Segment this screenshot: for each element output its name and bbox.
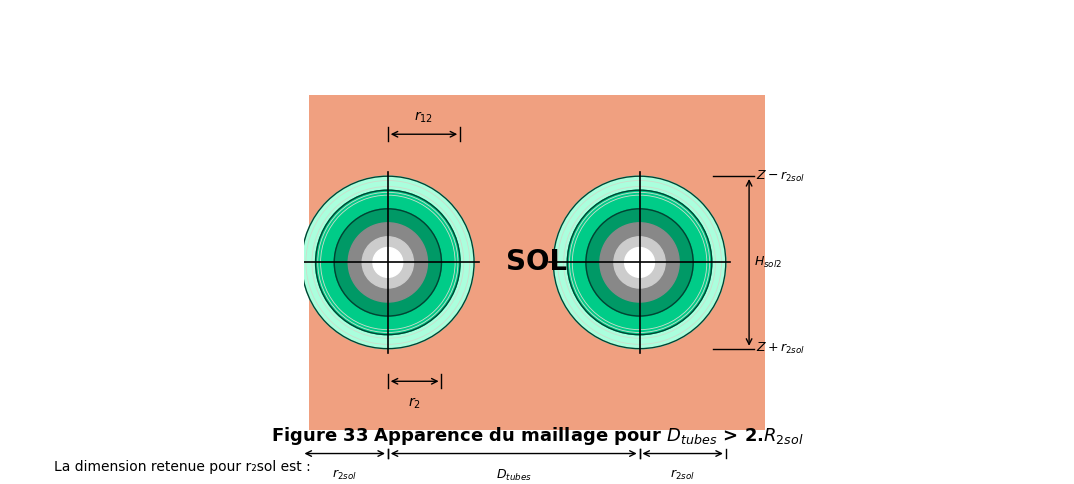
- Text: $r_{2sol}$: $r_{2sol}$: [670, 468, 695, 482]
- FancyBboxPatch shape: [308, 94, 766, 430]
- Circle shape: [586, 209, 693, 316]
- Text: $D_{tubes}$: $D_{tubes}$: [496, 468, 532, 483]
- Text: SOL: SOL: [507, 248, 567, 276]
- Text: La dimension retenue pour r₂sol est :: La dimension retenue pour r₂sol est :: [54, 460, 310, 474]
- Text: $H_{sol2}$: $H_{sol2}$: [754, 255, 782, 270]
- Text: $Z - r_{2sol}$: $Z - r_{2sol}$: [756, 168, 806, 184]
- Circle shape: [316, 190, 460, 334]
- Circle shape: [302, 176, 474, 348]
- Circle shape: [567, 190, 712, 334]
- Text: $Z + r_{2sol}$: $Z + r_{2sol}$: [756, 341, 806, 356]
- Circle shape: [553, 176, 726, 348]
- Circle shape: [600, 223, 679, 302]
- Text: $r_{2sol}$: $r_{2sol}$: [332, 468, 358, 482]
- Text: $r_2$: $r_2$: [408, 395, 421, 410]
- Circle shape: [625, 247, 654, 277]
- Text: $r_{12}$: $r_{12}$: [415, 109, 434, 125]
- Circle shape: [373, 247, 403, 277]
- Circle shape: [614, 237, 665, 288]
- Text: Figure 33 Apparence du maillage pour $D_{tubes}$ > 2.$R_{2sol}$: Figure 33 Apparence du maillage pour $D_…: [271, 424, 803, 447]
- Circle shape: [348, 223, 427, 302]
- Circle shape: [362, 237, 413, 288]
- Circle shape: [334, 209, 441, 316]
